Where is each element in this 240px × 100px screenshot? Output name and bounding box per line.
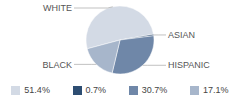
html-text:17.1%: 17.1% <box>203 85 229 95</box>
svg-text:BLACK: BLACK <box>42 60 72 70</box>
html-text:51.4%: 51.4% <box>24 85 50 95</box>
svg-text:WHITE: WHITE <box>43 3 72 13</box>
html-text:0.7%: 0.7% <box>85 85 107 95</box>
svg-text:ASIAN: ASIAN <box>168 30 195 40</box>
html-text:30.7%: 30.7% <box>141 85 168 95</box>
svg-text:HISPANIC: HISPANIC <box>168 60 210 70</box>
